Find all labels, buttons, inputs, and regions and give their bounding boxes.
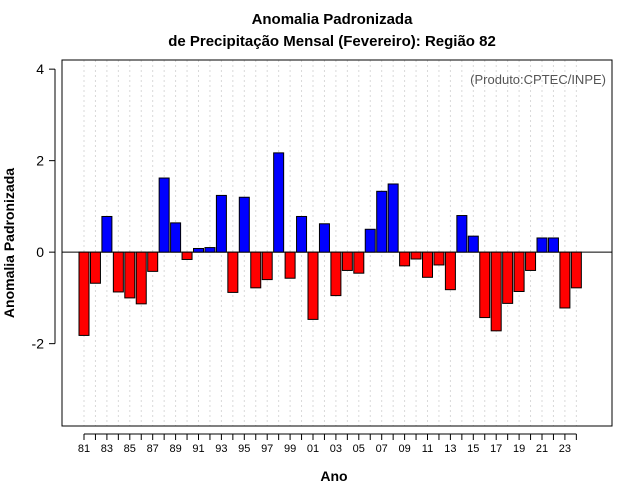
x-tick-label: 85 [124,443,136,455]
grid-lines [83,60,577,426]
bar-92: 92: 0.1 [204,247,216,253]
chart-subtitle: de Precipitação Mensal (Fevereiro): Regi… [168,33,496,50]
bar-91: 91: 0.08 [193,247,204,253]
bar-19: 19: -0.86 [513,251,525,292]
x-tick-label: 95 [238,443,250,455]
x-tick-label: 87 [147,443,159,455]
x-tick-label: 19 [513,443,525,455]
bar-96: 96: -0.78 [250,251,262,289]
x-tick-label: 15 [467,443,479,455]
x-tick-label: 01 [307,443,319,455]
y-axis-label: Anomalia Padronizada [1,168,17,318]
bar-97: 97: -0.6 [261,251,273,281]
x-tick-label: 91 [192,443,204,455]
x-tick-label: 81 [78,443,90,455]
source-note: (Produto:CPTEC/INPE) [470,72,606,87]
bar-86: 86: -1.13 [135,251,147,305]
bar-24: 24: -0.78 [570,251,582,289]
x-axis-label: Ano [320,468,347,484]
y-tick-label: 4 [36,61,44,77]
x-tick-label: 23 [559,443,571,455]
bar-87: 87: -0.42 [147,251,159,272]
x-tick-label: 13 [444,443,456,455]
x-axis: 81 83 85 87 89 91 93 95 97 99 01 03 05 07 09 11 13 15 17 19… [78,433,577,455]
bar-85: 85: -1 [124,251,136,299]
bar-02: 02: 0.62 [318,223,330,253]
x-tick-label: 09 [398,443,410,455]
bar-16: 16: -1.43 [479,251,491,319]
bar-94: 94: -0.88 [227,251,239,293]
y-tick-label: 0 [36,244,44,260]
chart-title: Anomalia Padronizada [252,11,414,28]
bar-82: 82: -0.68 [89,251,101,284]
bar-20: 20: -0.4 [525,251,537,271]
bar-12: 12: -0.28 [433,251,445,266]
bar-88: 88: 1.62 [158,177,170,253]
bar-10: 10: -0.15 [410,251,422,260]
x-tick-label: 03 [330,443,342,455]
bar-08: 08: 1.49 [387,183,399,253]
bar-95: 95: 1.2 [238,196,250,253]
bar-03: 03: -0.95 [330,251,342,297]
bar-83: 83: 0.78 [101,215,113,253]
y-tick-label: -2 [32,336,45,352]
plot-frame [61,59,613,427]
bar-93: 93: 1.24 [215,194,227,253]
x-tick-label: 17 [490,443,502,455]
bar-13: 13: -0.82 [444,251,456,291]
bar-05: 05: -0.46 [353,251,365,274]
bar-04: 04: -0.4 [341,251,353,271]
bar-09: 09: -0.3 [399,251,411,267]
bar-14: 14: 0.8 [456,215,468,253]
bar-84: 84: -0.87 [112,251,124,293]
bar-07: 07: 1.33 [376,190,388,253]
bar-01: 01: -1.47 [307,251,319,320]
bar-23: 23: -1.22 [559,251,571,309]
bar-15: 15: 0.35 [467,235,479,253]
x-tick-label: 07 [376,443,388,455]
bar-06: 06: 0.5 [364,228,376,253]
bar-17: 17: -1.72 [490,251,502,332]
x-tick-label: 93 [215,443,227,455]
x-tick-label: 21 [536,443,548,455]
x-tick-label: 89 [169,443,181,455]
bar-22: 22: 0.31 [547,237,559,253]
x-tick-label: 83 [101,443,113,455]
bar-21: 21: 0.31 [536,237,548,253]
x-tick-label: 11 [422,443,433,455]
x-tick-label: 97 [261,443,273,455]
x-tick-label: 05 [353,443,365,455]
bar-98: 98: 2.17 [273,152,285,253]
y-axis: -2 0 2 4 [32,61,56,352]
y-tick-label: 2 [36,153,44,169]
x-tick-label: 99 [284,443,296,455]
bar-81: 81: -1.82 [78,251,90,336]
bar-11: 11: -0.55 [422,251,433,278]
bars: 81: -1.8282: -0.6883: 0.7884: -0.8785: -… [78,152,582,336]
bar-00: 00: 0.78 [296,215,308,253]
bar-99: 99: -0.57 [284,251,296,279]
bar-89: 89: 0.64 [170,222,182,253]
bar-18: 18: -1.12 [502,251,514,304]
bar-90: 90: -0.16 [181,251,193,260]
